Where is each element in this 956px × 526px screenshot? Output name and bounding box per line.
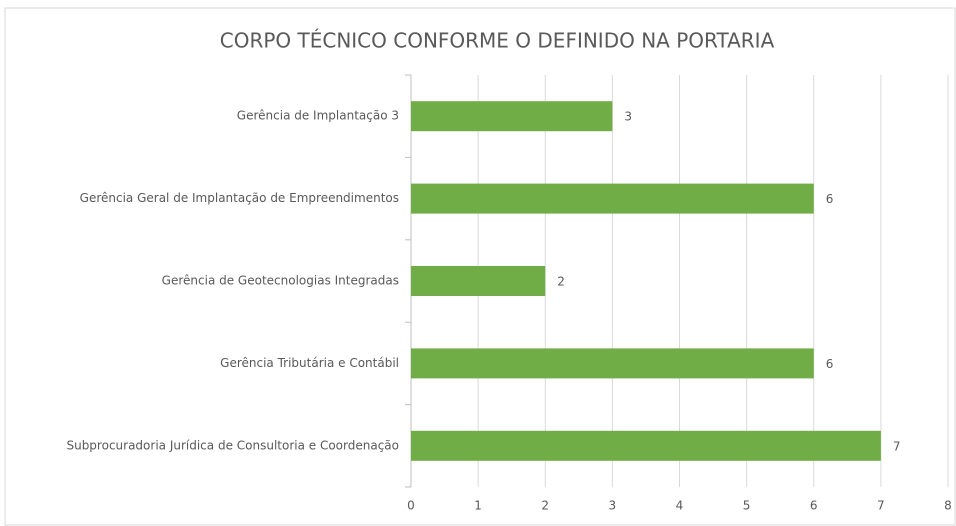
bar [411, 183, 814, 214]
x-tick-label: 6 [810, 499, 818, 513]
x-tick-label: 5 [743, 499, 751, 513]
x-tick-label: 2 [541, 499, 549, 513]
bar [411, 101, 613, 132]
data-label: 3 [624, 110, 632, 124]
data-label: 7 [893, 439, 901, 453]
x-tick-label: 4 [676, 499, 684, 513]
y-tick-label: Gerência de Geotecnologias Integradas [162, 274, 399, 288]
x-tick-label: 1 [474, 499, 482, 513]
y-tick-label: Gerência Geral de Implantação de Empreen… [80, 191, 399, 205]
x-tick-label: 3 [609, 499, 617, 513]
x-tick-label: 8 [944, 499, 952, 513]
x-tick-label: 7 [877, 499, 885, 513]
chart-title: CORPO TÉCNICO CONFORME O DEFINIDO NA POR… [220, 29, 775, 53]
bar [411, 348, 814, 379]
bar [411, 266, 546, 296]
data-label: 6 [826, 357, 834, 371]
bar [411, 430, 881, 461]
y-tick-label: Gerência Tributária e Contábil [220, 356, 399, 370]
data-label: 2 [557, 275, 565, 289]
y-tick-label: Gerência de Implantação 3 [237, 109, 399, 123]
y-tick-label: Subprocuradoria Jurídica de Consultoria … [66, 438, 399, 452]
data-label: 6 [826, 192, 834, 206]
x-tick-label: 0 [407, 499, 415, 513]
